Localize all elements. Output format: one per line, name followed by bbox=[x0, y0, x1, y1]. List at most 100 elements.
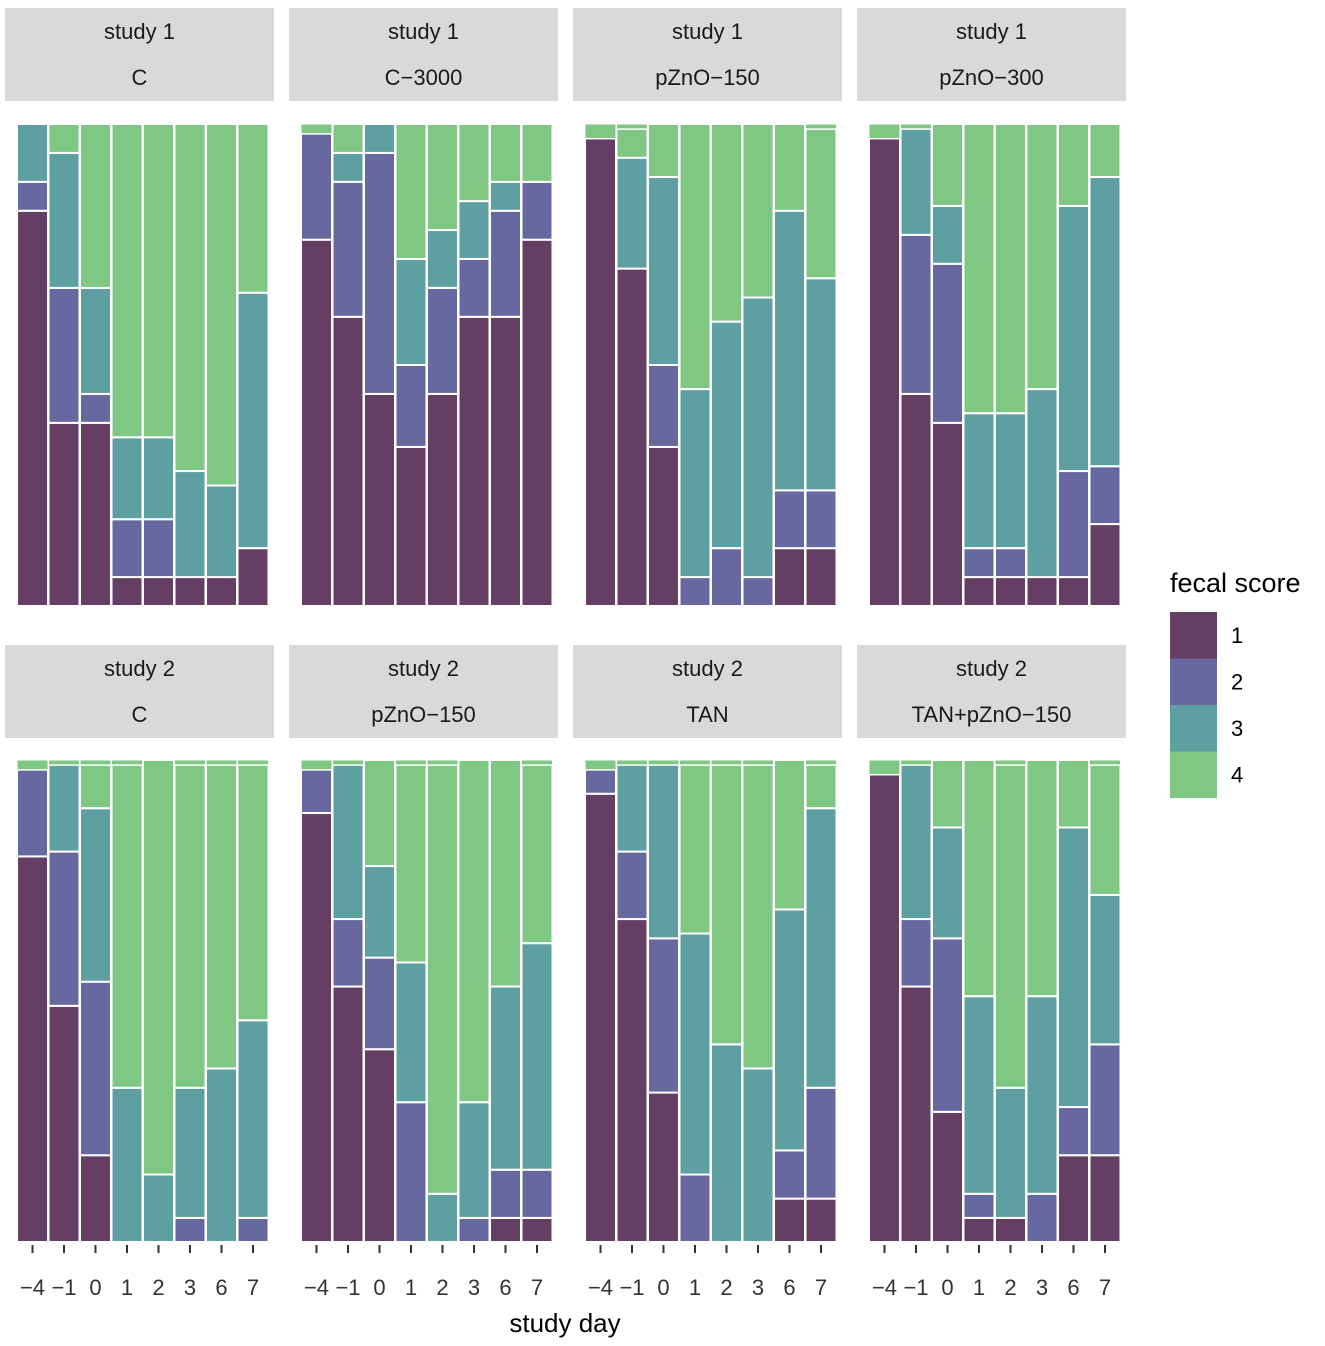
mosaic-cell-score-4 bbox=[236, 123, 270, 294]
facet-panel: study 2 TAN −4 −1 0 1 2 3 6 7 bbox=[573, 645, 842, 1300]
x-tick-label: 1 bbox=[121, 1275, 133, 1300]
mosaic-cell-score-2 bbox=[773, 489, 806, 550]
mosaic-cell-score-2 bbox=[110, 518, 144, 579]
mosaic-column bbox=[647, 123, 680, 607]
mosaic-cell-remainder bbox=[584, 123, 617, 139]
mosaic-column bbox=[994, 759, 1027, 1244]
mosaic-column bbox=[868, 759, 901, 1244]
mosaic-cell-score-3 bbox=[394, 961, 428, 1104]
mosaic-cell-score-3 bbox=[110, 436, 144, 521]
x-tick-label: 3 bbox=[468, 1275, 480, 1300]
facet-strip bbox=[5, 645, 274, 738]
mosaic-cell-remainder bbox=[742, 759, 774, 766]
mosaic-column bbox=[678, 759, 712, 1244]
mosaic-cell-score-2 bbox=[394, 364, 428, 448]
mosaic-cell-score-2 bbox=[236, 1216, 270, 1244]
mosaic-cell-remainder bbox=[1089, 759, 1121, 766]
mosaic-cell-score-4 bbox=[363, 759, 396, 868]
x-tick-label: 2 bbox=[1004, 1275, 1016, 1300]
mosaic-cell-score-3 bbox=[773, 209, 806, 492]
x-tick-label: 6 bbox=[499, 1275, 511, 1300]
mosaic-column bbox=[236, 123, 270, 607]
mosaic-column bbox=[647, 759, 680, 1243]
mosaic-cell-score-4 bbox=[931, 759, 964, 829]
mosaic-cell-score-4 bbox=[426, 763, 459, 1195]
x-tick-label: −1 bbox=[51, 1275, 76, 1300]
mosaic-cell-score-4 bbox=[394, 763, 428, 964]
mosaic-cell-score-1 bbox=[868, 137, 901, 608]
mosaic-cell-score-3 bbox=[1057, 204, 1090, 473]
mosaic-cell-score-3 bbox=[804, 277, 838, 492]
mosaic-cell-score-2 bbox=[426, 286, 459, 395]
mosaic-cell-remainder bbox=[805, 759, 837, 766]
mosaic-cell-score-2 bbox=[363, 956, 396, 1051]
mosaic-cell-score-1 bbox=[394, 445, 428, 607]
mosaic-cell-score-2 bbox=[1057, 470, 1090, 579]
mosaic-cell-score-1 bbox=[615, 918, 649, 1243]
mosaic-column bbox=[741, 759, 775, 1243]
facet-panel: study 1 pZnO−150 bbox=[573, 8, 842, 608]
mosaic-cell-score-1 bbox=[16, 209, 49, 607]
mosaic-cell-score-3 bbox=[804, 807, 838, 1089]
mosaic-cell-score-3 bbox=[173, 1086, 207, 1219]
mosaic-column bbox=[1057, 759, 1090, 1243]
mosaic-cell-score-1 bbox=[899, 985, 933, 1243]
x-tick-label: −1 bbox=[903, 1275, 928, 1300]
x-tick-label: 6 bbox=[215, 1275, 227, 1300]
mosaic-cell-score-2 bbox=[489, 209, 522, 318]
mosaic-cell-score-1 bbox=[1057, 576, 1090, 608]
mosaic-cell-score-2 bbox=[899, 233, 933, 395]
mosaic-cell-score-2 bbox=[678, 576, 712, 608]
mosaic-cell-score-4 bbox=[1057, 759, 1090, 829]
facet-strip bbox=[289, 645, 558, 738]
facet-strip bbox=[573, 8, 842, 101]
mosaic-cell-score-2 bbox=[804, 489, 838, 550]
mosaic-cell-score-3 bbox=[394, 257, 428, 366]
mosaic-cell-score-4 bbox=[173, 123, 207, 473]
mosaic-cell-score-1 bbox=[773, 1197, 806, 1243]
mosaic-cell-score-4 bbox=[1088, 123, 1122, 179]
mosaic-cell-score-4 bbox=[710, 763, 743, 1046]
mosaic-column bbox=[489, 759, 522, 1244]
mosaic-cell-remainder bbox=[647, 759, 680, 766]
mosaic-cell-score-3 bbox=[489, 180, 522, 212]
facet-strip-study-label: study 2 bbox=[388, 656, 459, 681]
mosaic-cell-score-1 bbox=[16, 855, 49, 1244]
mosaic-cell-score-1 bbox=[142, 576, 175, 608]
mosaic-column bbox=[79, 123, 112, 607]
mosaic-cell-score-2 bbox=[16, 768, 49, 858]
mosaic-cell-score-1 bbox=[47, 421, 81, 607]
mosaic-cell-score-3 bbox=[647, 763, 680, 940]
mosaic-cell-score-4 bbox=[110, 123, 144, 439]
mosaic-cell-score-4 bbox=[47, 123, 81, 154]
mosaic-column bbox=[16, 123, 49, 607]
mosaic-cell-remainder bbox=[868, 123, 901, 139]
legend-swatch bbox=[1170, 612, 1217, 659]
x-tick-label: 0 bbox=[373, 1275, 385, 1300]
mosaic-column bbox=[1088, 759, 1122, 1243]
mosaic-cell-remainder bbox=[521, 759, 553, 766]
mosaic-column bbox=[110, 123, 144, 608]
mosaic-cell-remainder bbox=[679, 759, 711, 766]
mosaic-cell-remainder bbox=[16, 759, 49, 771]
x-tick-label: 2 bbox=[720, 1275, 732, 1300]
legend-label: 3 bbox=[1231, 716, 1243, 741]
facet-panel: study 1 C−3000 bbox=[289, 8, 558, 608]
mosaic-cell-score-3 bbox=[899, 127, 933, 236]
legend-key: 1 bbox=[1170, 612, 1243, 659]
mosaic-cell-score-3 bbox=[1025, 388, 1059, 579]
mosaic-cell-score-2 bbox=[520, 1168, 554, 1219]
mosaic-cell-score-2 bbox=[1057, 1106, 1090, 1157]
mosaic-cell-score-1 bbox=[1088, 1154, 1122, 1243]
mosaic-cell-score-1 bbox=[647, 1091, 680, 1243]
legend-swatch bbox=[1170, 658, 1217, 705]
mosaic-column bbox=[16, 759, 49, 1244]
mosaic-cell-score-3 bbox=[47, 763, 81, 853]
mosaic-cell-score-4 bbox=[1057, 123, 1090, 207]
mosaic-column bbox=[331, 123, 365, 607]
mosaic-cell-score-1 bbox=[584, 792, 617, 1243]
mosaic-cell-score-4 bbox=[804, 763, 838, 810]
legend-keys: 1 2 3 4 bbox=[1170, 612, 1243, 798]
mosaic-column bbox=[205, 123, 238, 608]
